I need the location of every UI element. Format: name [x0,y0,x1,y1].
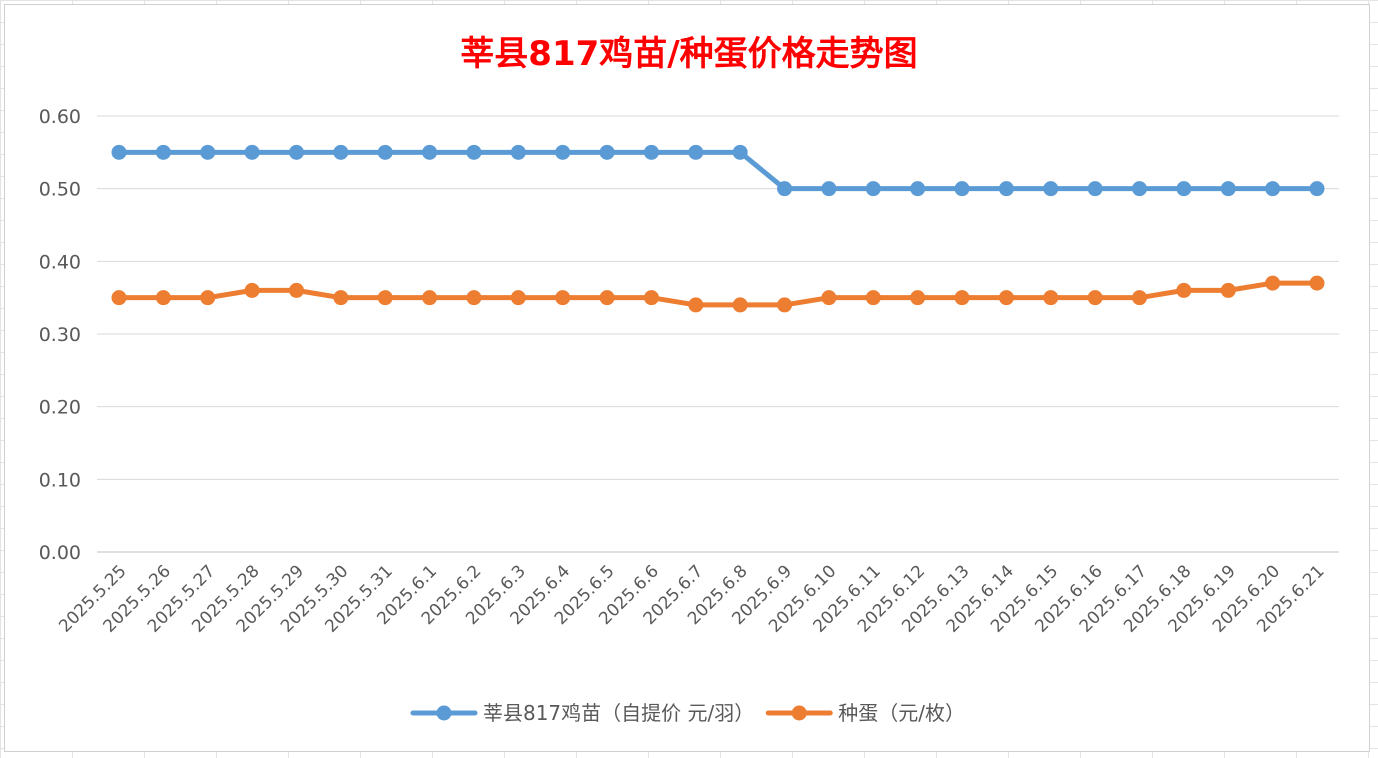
series-2-point [200,290,216,306]
series-1-point [200,144,216,160]
series-lines [111,144,1325,313]
series-1-point [599,144,615,160]
y-tick-label: 0.50 [39,179,81,201]
series-2-point [155,290,171,306]
series-2-point [599,290,615,306]
series-2-line [116,280,1320,308]
series-2-point [1132,290,1148,306]
series-1-point [466,144,482,160]
legend-marker-swatch [791,705,807,721]
series-2-point [111,290,127,306]
legend-marker-swatch [436,705,452,721]
series-2-point [244,282,260,298]
series-1-point [1087,181,1103,197]
line-chart: 莘县817鸡苗/种蛋价格走势图 0.00 0.10 0.20 0.30 0.40 0.50… [39,34,1339,725]
series-1-point [643,144,659,160]
series-2-point [1265,275,1281,291]
series-2-point [998,290,1014,306]
series-2-point [732,297,748,313]
legend: 莘县817鸡苗（自提价 元/羽） 种蛋（元/枚） [410,701,965,725]
series-1-point [1043,181,1059,197]
series-1-point [777,181,793,197]
series-2-point [1309,275,1325,291]
series-2-point [422,290,438,306]
series-1-point [377,144,393,160]
series-2-point [1043,290,1059,306]
series-1-point [555,144,571,160]
y-tick-label: 0.30 [39,324,81,346]
series-1-line [116,149,1320,192]
series-2-point [333,290,349,306]
y-tick-label: 0.00 [39,542,81,564]
series-2-point [377,290,393,306]
series-2-point [555,290,571,306]
series-1-point [155,144,171,160]
legend-item-1: 莘县817鸡苗（自提价 元/羽） [410,701,754,725]
series-2-point [910,290,926,306]
series-1-point [288,144,304,160]
series-2-point [1087,290,1103,306]
series-2-point [954,290,970,306]
x-axis-ticks: 2025.5.252025.5.262025.5.272025.5.282025… [55,561,1328,636]
series-1-point [510,144,526,160]
y-tick-label: 0.40 [39,251,81,273]
y-tick-label: 0.20 [39,397,81,419]
y-tick-label: 0.10 [39,469,81,491]
legend-label: 莘县817鸡苗（自提价 元/羽） [483,701,754,725]
series-2-point [510,290,526,306]
series-2-point [1176,282,1192,298]
series-1-point [333,144,349,160]
series-1-point [422,144,438,160]
y-tick-label: 0.60 [39,106,81,128]
series-1-point [732,144,748,160]
series-1-point [688,144,704,160]
series-1-point [1176,181,1192,197]
legend-label: 种蛋（元/枚） [838,701,965,725]
chart-area[interactable]: 莘县817鸡苗/种蛋价格走势图 0.00 0.10 0.20 0.30 0.40 0.50… [4,4,1370,752]
series-2-point [288,282,304,298]
series-2-point [865,290,881,306]
series-1-point [1220,181,1236,197]
series-2-point [466,290,482,306]
series-2 [111,275,1325,313]
series-2-point [777,297,793,313]
legend-item-2: 种蛋（元/枚） [765,701,965,725]
series-1-point [1265,181,1281,197]
series-1-point [865,181,881,197]
series-2-point [643,290,659,306]
series-2-point [821,290,837,306]
chart-title: 莘县817鸡苗/种蛋价格走势图 [460,34,917,74]
series-1-point [1132,181,1148,197]
series-1-point [954,181,970,197]
series-2-point [1220,282,1236,298]
series-1-point [910,181,926,197]
series-1-point [998,181,1014,197]
y-axis-ticks: 0.00 0.10 0.20 0.30 0.40 0.50 0.60 [39,106,81,564]
series-1-point [821,181,837,197]
series-1-point [111,144,127,160]
series-2-point [688,297,704,313]
series-1 [111,144,1325,197]
series-1-point [244,144,260,160]
series-1-point [1309,181,1325,197]
gridlines [97,115,1339,553]
